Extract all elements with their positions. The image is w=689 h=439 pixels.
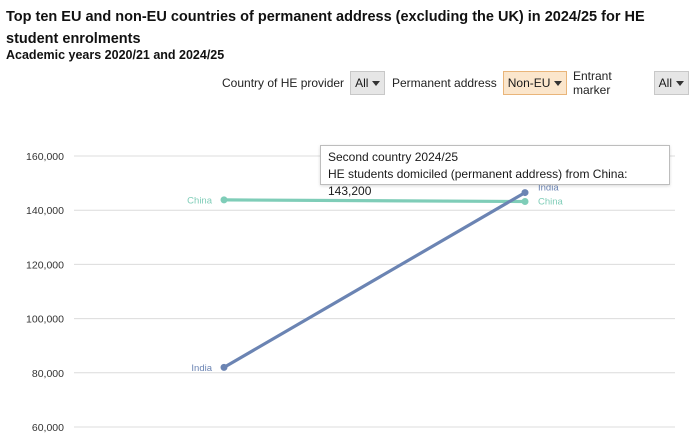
filter-bar: Country of HE provider All Permanent add… [0,69,689,97]
y-tick-label: 160,000 [26,151,64,163]
filter-permanent-address: Permanent address Non-EU [392,70,568,96]
filter-country-of-provider: Country of HE provider All [222,70,386,96]
caret-down-icon [554,80,563,86]
filter-entrant-marker: Entrant marker All [573,69,689,97]
india-series-line [222,190,527,369]
caret-down-icon [676,80,684,86]
y-axis: 60,000 80,000 100,000 120,000 140,000 160,000 [26,151,64,434]
chart-title: Top ten EU and non-EU countries of perma… [6,9,645,47]
series-layer [220,189,529,371]
tooltip-title: Second country 2024/25 [328,150,459,164]
entrant-marker-select[interactable]: All [653,71,689,95]
india-data-point [220,363,228,371]
chart-subtitle: Academic years 2020/21 and 2024/25 [6,48,225,62]
y-tick-label: 120,000 [26,259,64,271]
china-data-point [521,198,529,206]
select-value: All [355,76,369,90]
filter-label: Entrant marker [573,69,612,97]
china-series-line [222,198,527,204]
filter-label: Country of HE provider [222,76,345,90]
select-value: All [658,76,672,90]
china-series-label-start: China [187,195,213,206]
y-tick-label: 60,000 [32,422,64,434]
y-tick-label: 140,000 [26,205,64,217]
permanent-address-select[interactable]: Non-EU [502,71,568,95]
country-of-provider-select[interactable]: All [350,71,386,95]
caret-down-icon [372,80,381,86]
select-value: Non-EU [507,76,551,90]
india-series-label-start: India [191,363,212,374]
series-label-layer: China China India India [187,183,563,374]
y-tick-label: 80,000 [32,368,64,380]
india-data-point [521,189,529,197]
y-tick-label: 100,000 [26,314,64,326]
tooltip-value: HE students domiciled (permanent address… [328,167,628,198]
china-series-label-end: China [538,197,564,208]
filter-label: Permanent address [392,76,497,90]
tooltip: Second country 2024/25 HE students domic… [320,145,670,198]
india-series-label-end: India [538,183,559,194]
china-data-point [220,196,228,204]
